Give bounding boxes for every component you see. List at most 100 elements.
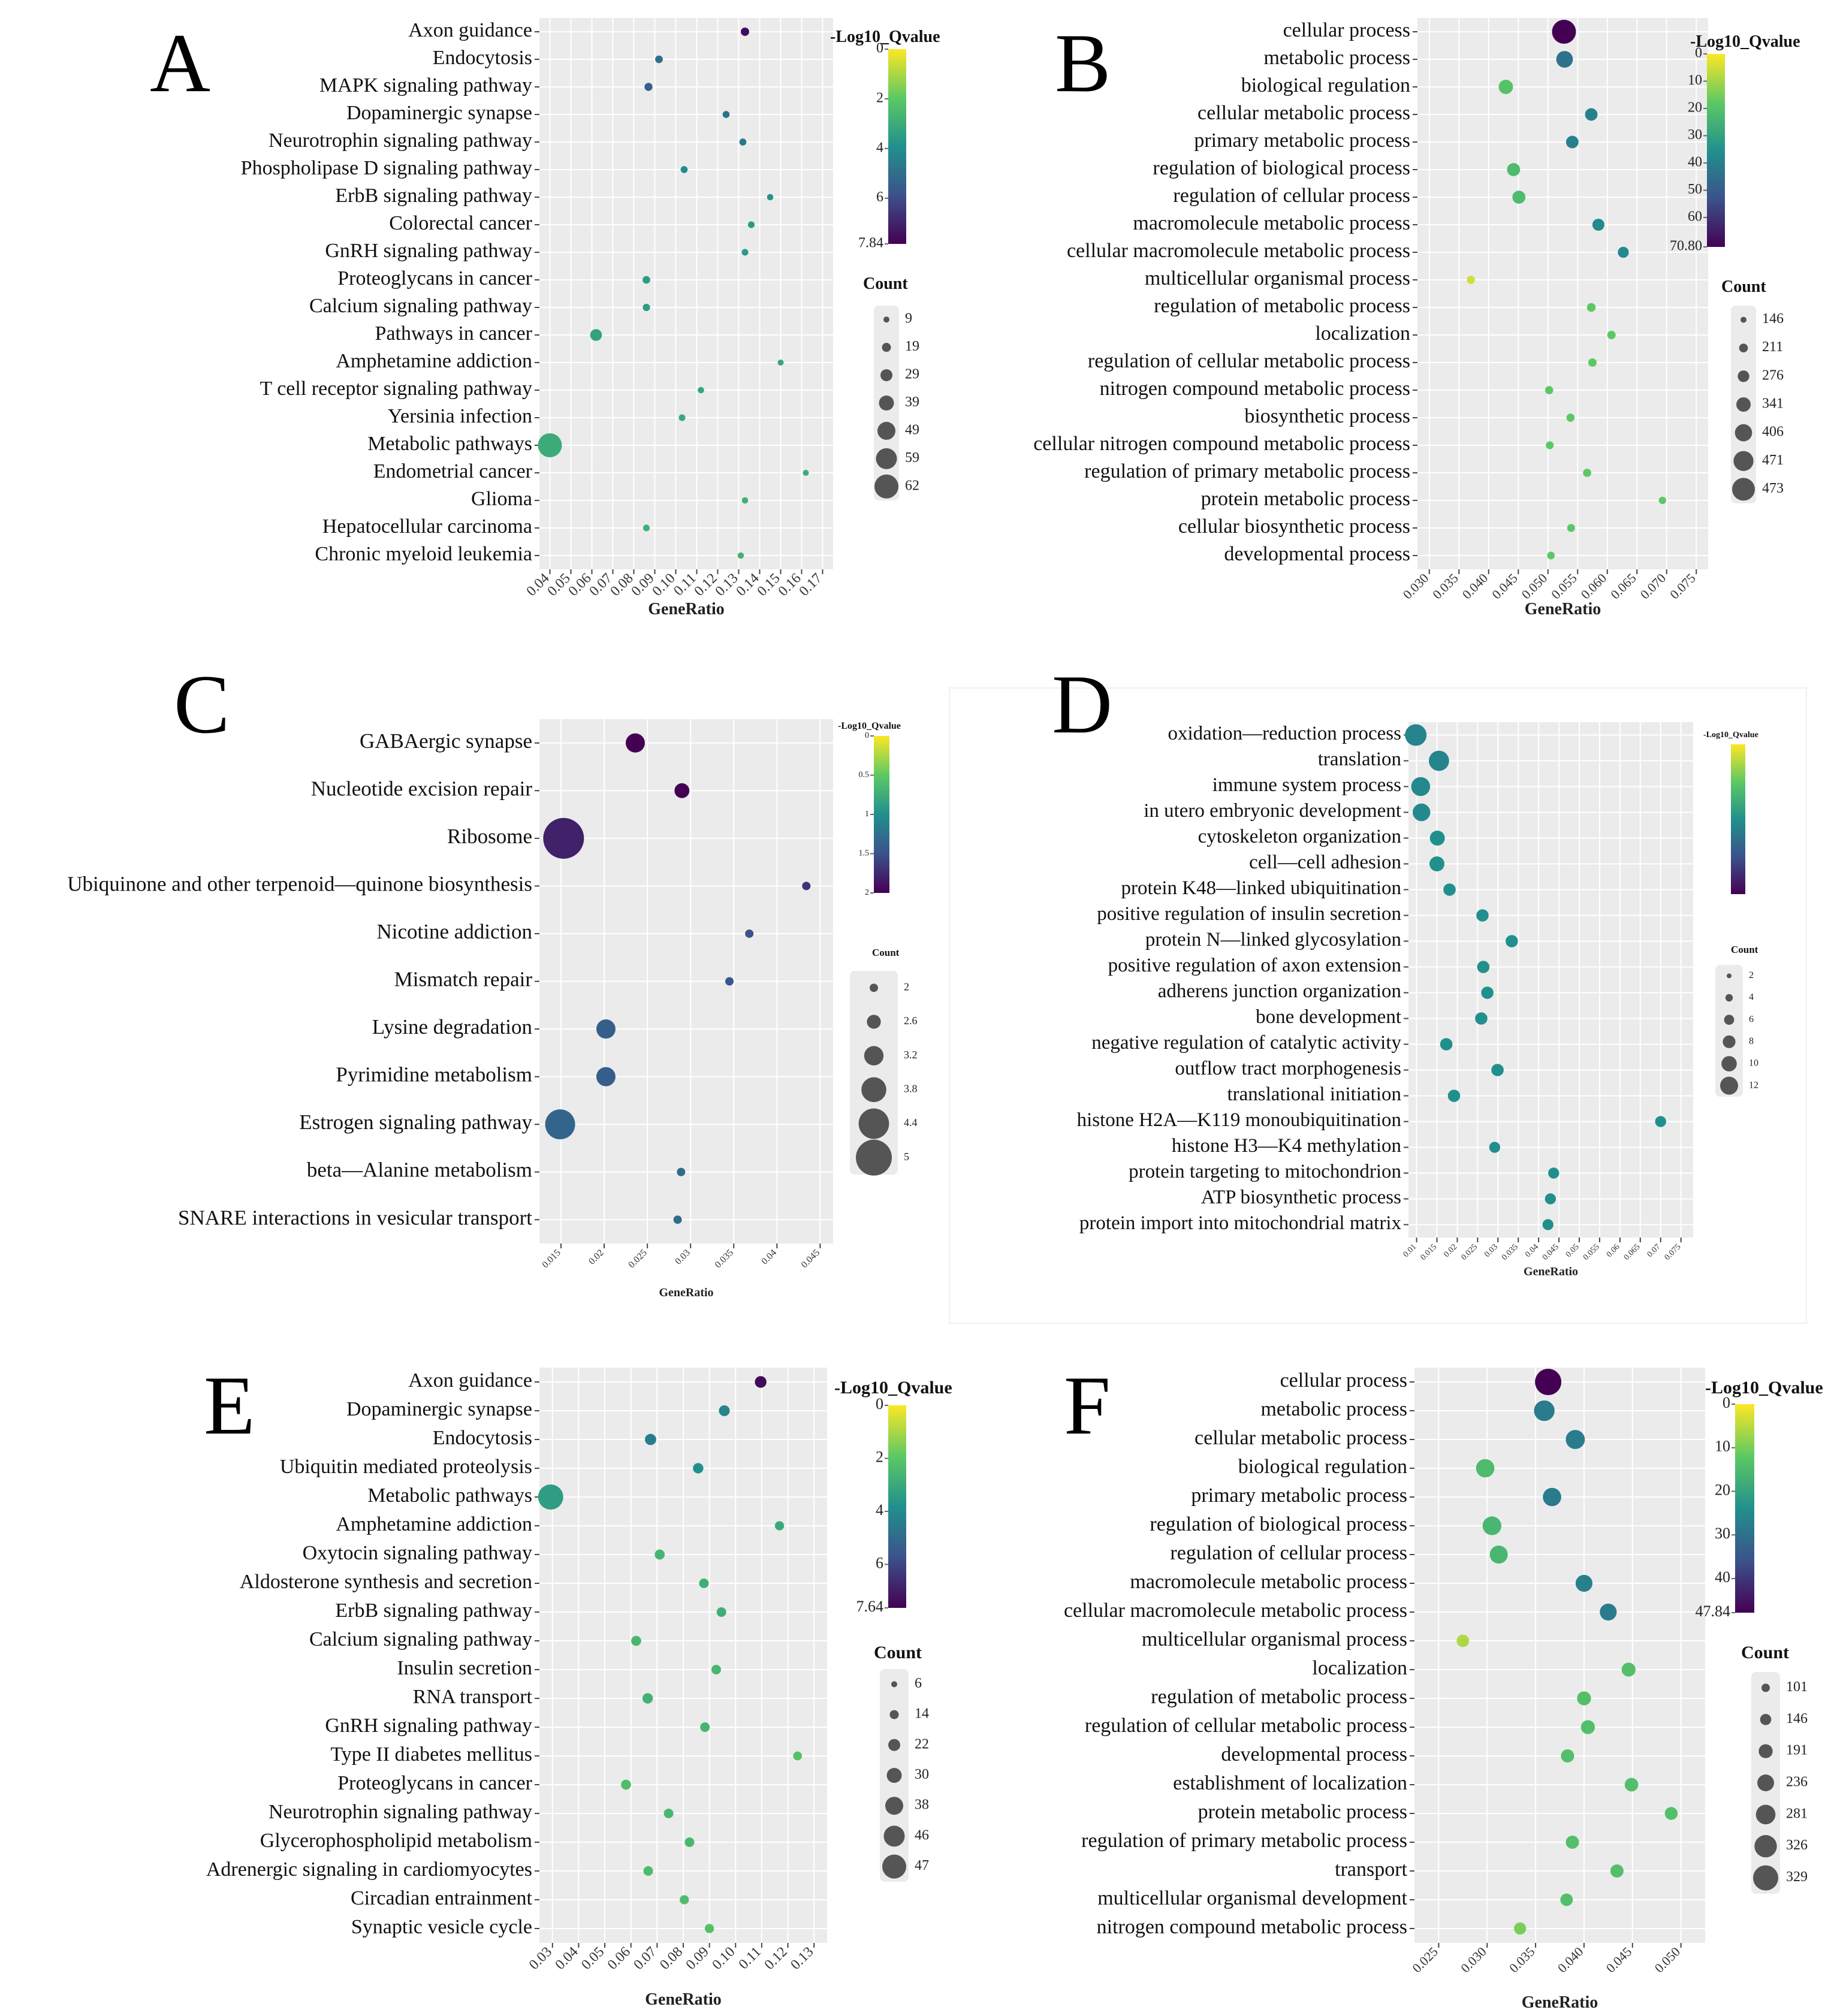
- size-legend-label-b: 146: [1762, 311, 1784, 327]
- colorbar-e: [888, 1405, 906, 1608]
- data-point-a: [680, 166, 688, 173]
- size-legend-dot-b: [1733, 451, 1754, 471]
- data-point-d: [1411, 777, 1431, 796]
- size-legend-title-e: Count: [874, 1643, 922, 1662]
- data-point-a: [722, 111, 730, 118]
- size-legend-label-f: 191: [1786, 1743, 1808, 1758]
- colorbar-tick-label-b: 30: [1688, 127, 1702, 143]
- category-label-b: localization: [1315, 322, 1410, 345]
- data-point-b: [1588, 358, 1597, 367]
- category-label-c: Mismatch repair: [394, 968, 533, 991]
- plot-background-b: [1417, 18, 1708, 569]
- size-legend-dot-f: [1755, 1804, 1776, 1825]
- category-label-a: Pathways in cancer: [375, 322, 533, 345]
- category-label-e: RNA transport: [413, 1686, 533, 1708]
- data-point-d: [1548, 1167, 1559, 1179]
- data-point-a: [737, 552, 744, 559]
- data-point-b: [1583, 469, 1591, 477]
- category-label-d: protein import into mitochondrial matrix: [1079, 1212, 1402, 1234]
- colorbar-title-b: -Log10_Qvalue: [1690, 32, 1800, 51]
- data-point-f: [1476, 1459, 1495, 1478]
- category-label-e: Oxytocin signaling pathway: [303, 1542, 532, 1564]
- data-point-b: [1512, 191, 1526, 204]
- category-label-f: cellular process: [1280, 1369, 1407, 1392]
- category-label-b: regulation of biological process: [1153, 157, 1410, 179]
- data-point-c: [677, 1167, 686, 1176]
- panel-letter-b: B: [1055, 17, 1111, 110]
- category-label-e: ErbB signaling pathway: [335, 1599, 532, 1622]
- category-label-f: regulation of cellular process: [1170, 1542, 1407, 1564]
- size-legend-dot-b: [1736, 397, 1751, 412]
- x-axis-label-c: GeneRatio: [659, 1286, 713, 1299]
- data-point-e: [700, 1722, 710, 1733]
- data-point-c: [673, 1215, 682, 1224]
- data-point-d: [1545, 1193, 1557, 1205]
- category-label-d: outflow tract morphogenesis: [1175, 1058, 1401, 1079]
- category-label-e: Insulin secretion: [397, 1657, 532, 1679]
- panel-letter-e: E: [204, 1359, 255, 1452]
- data-point-f: [1534, 1400, 1555, 1422]
- category-label-f: multicellular organismal process: [1142, 1628, 1407, 1650]
- data-point-b: [1618, 246, 1629, 258]
- data-point-b: [1658, 496, 1666, 505]
- data-point-b: [1585, 108, 1598, 121]
- category-label-f: regulation of cellular metabolic process: [1085, 1715, 1407, 1737]
- data-point-f: [1577, 1691, 1591, 1706]
- data-point-e: [716, 1607, 726, 1617]
- size-legend-label-d: 10: [1749, 1058, 1758, 1069]
- data-point-b: [1546, 441, 1554, 449]
- colorbar-tick-label-b: 10: [1688, 73, 1702, 88]
- data-point-e: [654, 1549, 665, 1560]
- category-label-d: adherens junction organization: [1158, 980, 1401, 1002]
- size-legend-dot-a: [880, 369, 892, 382]
- data-point-b: [1586, 303, 1596, 312]
- category-label-c: SNARE interactions in vesicular transpor…: [178, 1206, 532, 1229]
- size-legend-label-c: 2: [904, 980, 909, 992]
- size-legend-label-b: 473: [1762, 481, 1784, 496]
- category-label-d: negative regulation of catalytic activit…: [1091, 1032, 1401, 1054]
- category-label-e: Calcium signaling pathway: [309, 1628, 532, 1650]
- size-legend-title-f: Count: [1741, 1643, 1789, 1662]
- category-label-a: Amphetamine addiction: [336, 350, 532, 372]
- panel-f: F0.025 0.030 0.035 0.040 0.045 0.050cellular …: [1064, 1359, 1823, 2012]
- size-legend-label-c: 3.8: [904, 1082, 918, 1094]
- category-label-b: cellular macromolecule metabolic process: [1067, 240, 1410, 262]
- data-point-b: [1498, 80, 1513, 94]
- panel-letter-c: C: [174, 658, 230, 751]
- category-label-f: regulation of metabolic process: [1151, 1686, 1407, 1708]
- size-legend-label-d: 6: [1749, 1014, 1754, 1024]
- category-label-d: cell—cell adhesion: [1249, 852, 1401, 873]
- data-point-b: [1467, 276, 1475, 284]
- size-legend-label-c: 2.6: [904, 1015, 918, 1027]
- data-point-f: [1456, 1634, 1470, 1647]
- data-point-f: [1482, 1516, 1501, 1535]
- data-point-d: [1405, 724, 1427, 746]
- size-legend-dot-d: [1723, 1035, 1736, 1048]
- size-legend-dot-e: [888, 1739, 900, 1751]
- data-point-f: [1560, 1893, 1573, 1906]
- data-point-d: [1491, 1064, 1504, 1076]
- data-point-e: [643, 1866, 653, 1876]
- colorbar-tick-label-f: 30: [1715, 1525, 1730, 1542]
- size-legend-label-b: 471: [1762, 452, 1784, 468]
- size-legend-label-c: 4.4: [904, 1116, 918, 1128]
- size-legend-dot-d: [1727, 973, 1732, 979]
- size-legend-dot-f: [1760, 1713, 1772, 1725]
- data-point-e: [631, 1635, 641, 1646]
- size-legend-label-b: 211: [1762, 339, 1783, 355]
- category-label-e: Type II diabetes mellitus: [330, 1743, 532, 1765]
- panel-letter-f: F: [1064, 1359, 1111, 1452]
- size-legend-dot-b: [1741, 316, 1746, 323]
- size-legend-label-a: 39: [905, 394, 919, 410]
- category-label-e: Circadian entrainment: [351, 1887, 533, 1909]
- data-point-a: [803, 470, 809, 476]
- data-point-b: [1566, 414, 1575, 422]
- panel-a: A0.040.050.060.070.080.090.100.110.120.1…: [150, 17, 940, 618]
- panel-e: E0.030.040.050.060.070.080.090.100.110.1…: [204, 1359, 952, 2009]
- data-point-a: [741, 28, 749, 36]
- size-legend-dot-e: [885, 1797, 903, 1815]
- data-point-c: [543, 817, 584, 859]
- category-label-b: cellular metabolic process: [1197, 102, 1410, 124]
- size-legend-label-c: 5: [904, 1151, 909, 1163]
- category-label-d: protein K48—linked ubiquitination: [1121, 877, 1401, 899]
